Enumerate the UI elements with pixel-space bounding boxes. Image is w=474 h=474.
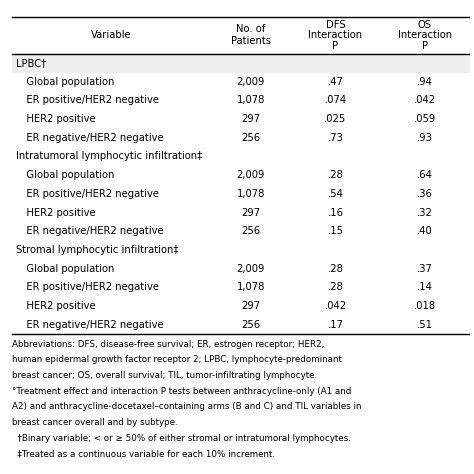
Text: .32: .32: [417, 208, 433, 218]
Text: No. of
Patients: No. of Patients: [231, 24, 271, 46]
Text: .059: .059: [413, 114, 436, 124]
Text: .16: .16: [328, 208, 344, 218]
Text: ER negative/HER2 negative: ER negative/HER2 negative: [17, 133, 163, 143]
Text: 256: 256: [241, 133, 260, 143]
Text: HER2 positive: HER2 positive: [17, 114, 95, 124]
Text: .14: .14: [417, 283, 433, 292]
Text: ER positive/HER2 negative: ER positive/HER2 negative: [17, 283, 159, 292]
Text: 2,009: 2,009: [237, 264, 265, 273]
Text: .93: .93: [417, 133, 433, 143]
Text: .074: .074: [324, 95, 346, 105]
Text: ER positive/HER2 negative: ER positive/HER2 negative: [17, 95, 159, 105]
Text: 2,009: 2,009: [237, 170, 265, 180]
Text: LPBC†: LPBC†: [16, 58, 46, 68]
Text: .018: .018: [414, 301, 436, 311]
Text: .28: .28: [328, 283, 343, 292]
Text: 256: 256: [241, 226, 260, 237]
Text: .28: .28: [328, 264, 343, 273]
Text: OS: OS: [418, 20, 432, 30]
Text: ER negative/HER2 negative: ER negative/HER2 negative: [17, 226, 163, 237]
Text: .28: .28: [328, 170, 343, 180]
Text: ‡Treated as a continuous variable for each 10% increment.: ‡Treated as a continuous variable for ea…: [12, 449, 275, 458]
Text: Global population: Global population: [17, 77, 114, 87]
Text: .042: .042: [324, 301, 346, 311]
Text: .73: .73: [328, 133, 343, 143]
Text: 256: 256: [241, 320, 260, 330]
Text: 297: 297: [241, 301, 260, 311]
Text: A2) and anthracycline-docetaxel–containing arms (B and C) and TIL variables in: A2) and anthracycline-docetaxel–containi…: [12, 402, 361, 411]
Bar: [12, 54, 469, 73]
Text: Global population: Global population: [17, 264, 114, 273]
Text: .36: .36: [417, 189, 433, 199]
Text: Intratumoral lymphocytic infiltration‡: Intratumoral lymphocytic infiltration‡: [16, 152, 202, 162]
Text: 1,078: 1,078: [237, 283, 265, 292]
Text: HER2 positive: HER2 positive: [17, 208, 95, 218]
Text: 297: 297: [241, 114, 260, 124]
Text: Variable: Variable: [91, 30, 132, 40]
Text: DFS: DFS: [326, 20, 345, 30]
Text: ER negative/HER2 negative: ER negative/HER2 negative: [17, 320, 163, 330]
Text: .54: .54: [328, 189, 343, 199]
Text: .94: .94: [417, 77, 433, 87]
Text: .47: .47: [328, 77, 343, 87]
Text: .025: .025: [324, 114, 346, 124]
Text: °Treatment effect and interaction P tests between anthracycline-only (A1 and: °Treatment effect and interaction P test…: [12, 387, 351, 396]
Text: .15: .15: [328, 226, 344, 237]
Text: human epidermal growth factor receptor 2; LPBC, lymphocyte-predominant: human epidermal growth factor receptor 2…: [12, 356, 342, 365]
Text: 1,078: 1,078: [237, 95, 265, 105]
Text: breast cancer overall and by subtype.: breast cancer overall and by subtype.: [12, 418, 177, 427]
Text: Interaction
P: Interaction P: [309, 30, 363, 52]
Text: ER positive/HER2 negative: ER positive/HER2 negative: [17, 189, 159, 199]
Text: .37: .37: [417, 264, 433, 273]
Text: 297: 297: [241, 208, 260, 218]
Text: 2,009: 2,009: [237, 77, 265, 87]
Text: .64: .64: [417, 170, 433, 180]
Text: Interaction
P: Interaction P: [398, 30, 452, 52]
Text: Abbreviations: DFS, disease-free survival; ER, estrogen receptor; HER2,: Abbreviations: DFS, disease-free surviva…: [12, 340, 324, 349]
Text: .40: .40: [417, 226, 433, 237]
Text: Global population: Global population: [17, 170, 114, 180]
Text: Stromal lymphocytic infiltration‡: Stromal lymphocytic infiltration‡: [16, 245, 178, 255]
Text: .17: .17: [328, 320, 344, 330]
Text: .51: .51: [417, 320, 433, 330]
Text: breast cancer; OS, overall survival; TIL, tumor-infiltrating lymphocyte.: breast cancer; OS, overall survival; TIL…: [12, 371, 317, 380]
Text: †Binary variable; < or ≥ 50% of either stromal or intratumoral lymphocytes.: †Binary variable; < or ≥ 50% of either s…: [12, 434, 351, 443]
Text: .042: .042: [414, 95, 436, 105]
Text: HER2 positive: HER2 positive: [17, 301, 95, 311]
Text: 1,078: 1,078: [237, 189, 265, 199]
